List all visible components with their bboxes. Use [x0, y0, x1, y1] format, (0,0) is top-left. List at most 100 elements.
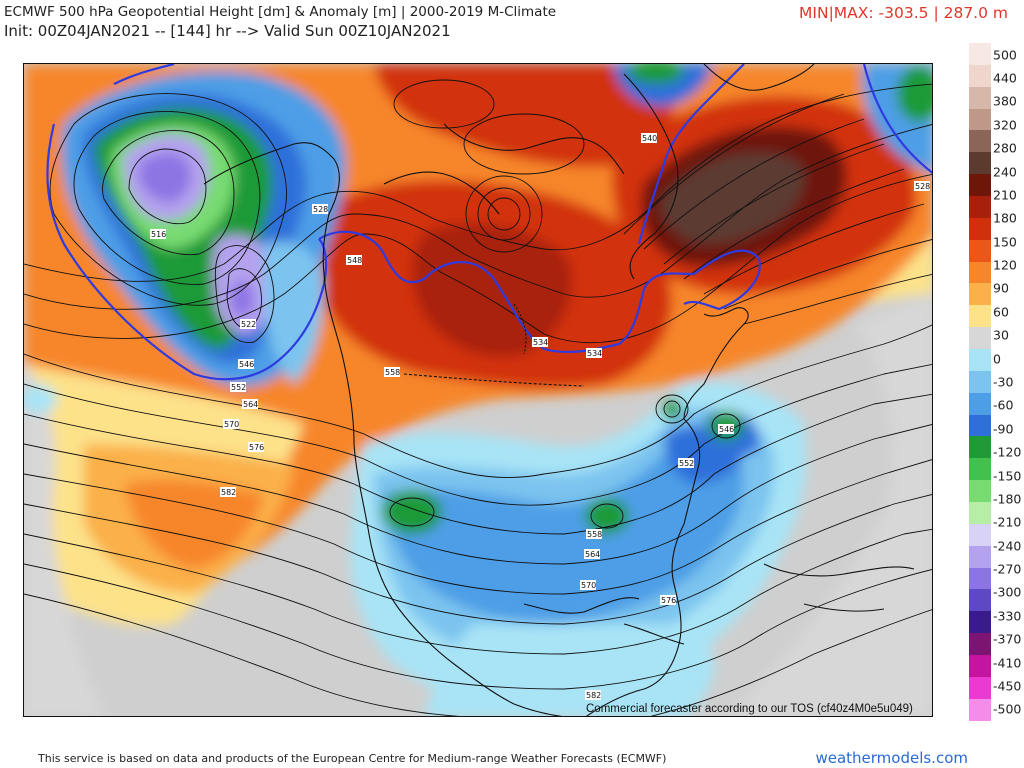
contour-label: 582 — [220, 487, 236, 497]
contour-label: 558 — [586, 529, 602, 539]
contour-label: 534 — [532, 337, 548, 347]
svg-text:576: 576 — [249, 443, 264, 452]
contour-label: 558 — [384, 367, 400, 377]
anomaly-color-scale — [969, 43, 991, 721]
scale-tick-label: 280 — [993, 140, 1017, 156]
scale-swatch — [969, 86, 991, 109]
scale-swatch — [969, 589, 991, 612]
scale-swatch — [969, 392, 991, 415]
svg-text:570: 570 — [224, 420, 239, 429]
scale-tick-label: -330 — [993, 608, 1022, 624]
contour-labels: 516 522 528 534 540 546 548 552 558 564 … — [150, 133, 930, 700]
scale-swatch — [969, 108, 991, 131]
scale-tick-label: -90 — [993, 421, 1014, 437]
scale-tick-label: 0 — [993, 351, 1001, 367]
scale-swatch — [969, 349, 991, 371]
scale-swatch — [969, 64, 991, 87]
ecmwf-attribution: This service is based on data and produc… — [38, 752, 667, 765]
chart-title: ECMWF 500 hPa Geopotential Height [dm] &… — [4, 4, 557, 20]
scale-tick-label: 60 — [993, 304, 1009, 320]
svg-text:558: 558 — [385, 368, 400, 377]
contour-label: 552 — [230, 382, 246, 392]
height-contours — [24, 79, 932, 716]
scale-tick-label: 90 — [993, 280, 1009, 296]
scale-swatch — [969, 633, 991, 656]
scale-tick-label: 150 — [993, 234, 1017, 250]
scale-tick-label: -500 — [993, 701, 1022, 717]
scale-tick-label: 210 — [993, 187, 1017, 203]
svg-text:534: 534 — [587, 349, 602, 358]
svg-text:576: 576 — [661, 596, 676, 605]
scale-swatch — [969, 327, 991, 350]
scale-tick-label: 120 — [993, 257, 1017, 273]
contour-label: 564 — [584, 549, 600, 559]
svg-text:582: 582 — [586, 691, 601, 700]
contour-label: 564 — [242, 399, 258, 409]
map-canvas: 516 522 528 534 540 546 548 552 558 564 … — [24, 64, 932, 716]
svg-text:528: 528 — [915, 182, 930, 191]
scale-tick-label: 320 — [993, 117, 1017, 133]
contour-label: 534 — [586, 348, 602, 358]
weathermodels-link[interactable]: weathermodels.com — [815, 749, 968, 767]
contour-label: 582 — [585, 690, 601, 700]
svg-text:540: 540 — [642, 134, 657, 143]
svg-text:522: 522 — [241, 320, 256, 329]
contour-label: 540 — [641, 133, 657, 143]
svg-text:570: 570 — [581, 581, 596, 590]
coastlines — [203, 64, 915, 716]
contour-label: 576 — [660, 595, 676, 605]
scale-tick-label: -450 — [993, 678, 1022, 694]
scale-swatch — [969, 261, 991, 284]
scale-swatch — [969, 502, 991, 524]
scale-tick-label: -180 — [993, 491, 1022, 507]
scale-tick-label: -60 — [993, 397, 1014, 413]
contour-label: 570 — [580, 580, 596, 590]
contour-label: 552 — [678, 458, 694, 468]
scale-tick-label: 180 — [993, 210, 1017, 226]
scale-swatch — [969, 152, 991, 175]
svg-text:534: 534 — [533, 338, 548, 347]
scale-tick-label: -410 — [993, 655, 1022, 671]
scale-tick-label: 30 — [993, 327, 1009, 343]
contour-label: 516 — [150, 229, 166, 239]
scale-tick-label: 240 — [993, 164, 1017, 180]
scale-swatch — [969, 436, 991, 459]
scale-swatch — [969, 567, 991, 590]
contour-label: 528 — [914, 181, 930, 191]
anomaly-map: 516 522 528 534 540 546 548 552 558 564 … — [23, 63, 933, 717]
svg-text:548: 548 — [347, 256, 362, 265]
scale-swatch — [969, 43, 991, 65]
scale-tick-label: 440 — [993, 70, 1017, 86]
scale-tick-label: -300 — [993, 584, 1022, 600]
thick-540-contour — [46, 64, 932, 381]
contour-label: 528 — [312, 204, 328, 214]
scale-swatch — [969, 217, 991, 240]
scale-swatch — [969, 174, 991, 197]
contour-label: 522 — [240, 319, 256, 329]
scale-swatch — [969, 305, 991, 328]
scale-tick-label: -120 — [993, 444, 1022, 460]
svg-text:546: 546 — [719, 425, 734, 434]
scale-swatch — [969, 698, 991, 721]
scale-swatch — [969, 458, 991, 481]
scale-tick-label: -30 — [993, 374, 1014, 390]
svg-text:564: 564 — [585, 550, 600, 559]
contour-label: 546 — [238, 359, 254, 369]
scale-tick-label: -270 — [993, 561, 1022, 577]
scale-swatch — [969, 480, 991, 503]
scale-swatch — [969, 655, 991, 677]
scale-tick-label: -370 — [993, 631, 1022, 647]
scale-tick-label: 500 — [993, 47, 1017, 63]
contour-label: 546 — [718, 424, 734, 434]
scale-tick-label: -210 — [993, 514, 1022, 530]
tos-disclaimer: Commercial forecaster according to our T… — [586, 703, 913, 715]
svg-text:582: 582 — [221, 488, 236, 497]
min-max-readout: MIN|MAX: -303.5 | 287.0 m — [799, 4, 1008, 22]
svg-text:552: 552 — [231, 383, 246, 392]
svg-text:528: 528 — [313, 205, 328, 214]
contour-label: 548 — [346, 255, 362, 265]
svg-text:564: 564 — [243, 400, 258, 409]
scale-swatch — [969, 130, 991, 153]
svg-text:546: 546 — [239, 360, 254, 369]
scale-tick-label: -150 — [993, 468, 1022, 484]
